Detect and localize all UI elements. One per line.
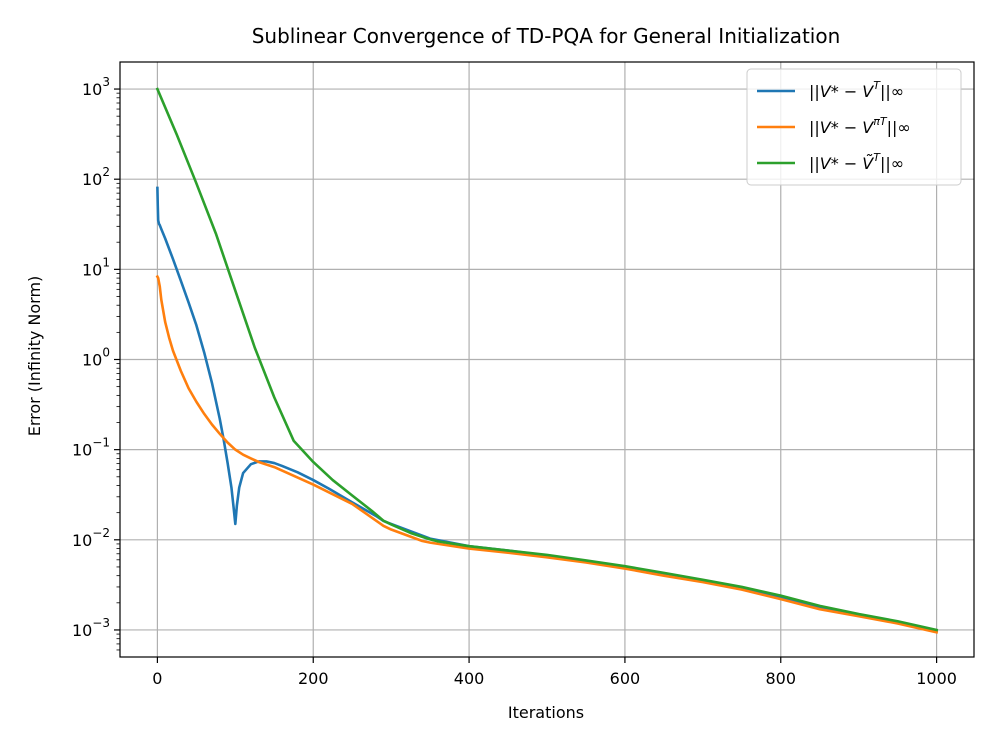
y-tick-label: 100 bbox=[82, 346, 110, 370]
series-line-1 bbox=[156, 186, 939, 633]
y-tick-label: 101 bbox=[82, 255, 110, 279]
series-line-3 bbox=[155, 87, 939, 632]
y-tick-label: 10−3 bbox=[72, 616, 110, 640]
legend-label-2: ||V* − VπT||∞ bbox=[809, 115, 911, 137]
y-tick-label: 102 bbox=[82, 165, 110, 189]
y-axis-ticks: 103 102 101 100 10−1 10−2 10−3 bbox=[72, 75, 120, 640]
y-tick-label: 103 bbox=[82, 75, 110, 99]
y-tick-label: 10−1 bbox=[72, 436, 110, 460]
legend: ||V* − VT||∞ ||V* − VπT||∞ ||V* − ṼT||∞ bbox=[746, 68, 962, 186]
x-tick-label: 400 bbox=[454, 669, 485, 688]
x-axis-ticks: 0 200 400 600 800 1000 bbox=[152, 657, 957, 688]
legend-label-3: ||V* − ṼT||∞ bbox=[809, 151, 904, 173]
x-tick-label: 200 bbox=[298, 669, 329, 688]
x-tick-label: 0 bbox=[152, 669, 162, 688]
y-axis-label: Error (Infinity Norm) bbox=[25, 276, 44, 437]
series-layer bbox=[155, 87, 939, 634]
x-tick-label: 800 bbox=[765, 669, 796, 688]
y-tick-label: 10−2 bbox=[72, 526, 110, 550]
x-tick-label: 600 bbox=[610, 669, 641, 688]
x-tick-label: 1000 bbox=[916, 669, 957, 688]
chart-title: Sublinear Convergence of TD-PQA for Gene… bbox=[252, 24, 841, 48]
series-line-2 bbox=[155, 274, 939, 634]
x-axis-label: Iterations bbox=[508, 703, 584, 722]
legend-label-1: ||V* − VT||∞ bbox=[809, 79, 904, 101]
legend-box bbox=[746, 68, 962, 186]
